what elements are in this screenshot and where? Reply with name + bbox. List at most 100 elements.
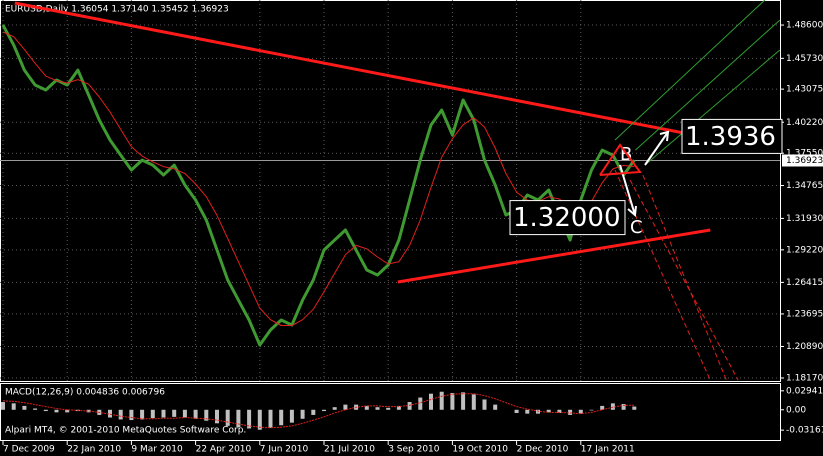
macd-bar [236, 409, 241, 428]
macd-bar [632, 406, 637, 410]
trendline [14, 1, 746, 147]
macd-bar [600, 405, 605, 410]
x-tick-label: 22 Apr 2010 [196, 445, 252, 455]
trendline [635, 19, 781, 151]
macd-bar [65, 409, 70, 413]
y-tick-label: 1.26415 [786, 278, 823, 288]
macd-bar [407, 402, 412, 410]
macd-bar [182, 409, 187, 418]
trendline [614, 0, 766, 141]
macd-bar [386, 407, 391, 410]
macd-bar [621, 403, 626, 410]
y-tick-label: 0.00 [786, 405, 806, 415]
macd-bar [418, 397, 423, 410]
y-tick-label: 1.34765 [786, 181, 823, 191]
x-tick-label: 9 Mar 2010 [131, 445, 183, 455]
macd-bar [471, 394, 476, 410]
macd-bar [215, 409, 219, 424]
trendline [644, 49, 781, 166]
macd-bar [568, 409, 573, 415]
arrows [599, 130, 670, 217]
arrow-head [659, 130, 670, 142]
macd-bar [375, 407, 380, 410]
macd-bar [429, 393, 433, 410]
current-price-label: 1.36923 [786, 156, 823, 166]
macd-bar [1, 402, 5, 410]
macd-bar [193, 409, 198, 419]
pattern-triangle [599, 143, 642, 176]
macd-bar [578, 409, 583, 414]
macd-bar [161, 409, 166, 418]
macd-bar [300, 409, 305, 419]
y-tick-label: 1.45730 [786, 54, 823, 64]
macd-panel-frame [0, 383, 781, 441]
macd-bar [172, 409, 177, 417]
arrow-head [627, 205, 637, 217]
trendline [629, 179, 739, 381]
y-tick-label: 1.40220 [786, 118, 823, 128]
footer: Alpari MT4, © 2001-2010 MetaQuotes Softw… [5, 426, 246, 436]
macd-bar [129, 409, 134, 421]
macd-bar [536, 409, 540, 414]
level-label-box [509, 200, 626, 236]
trendline [642, 174, 727, 381]
macd-bar [22, 405, 27, 410]
macd-bar [322, 409, 326, 412]
current-price-box [782, 154, 823, 167]
y-tick-label: 1.31930 [786, 214, 823, 224]
macd-bar [461, 392, 466, 410]
y-tick-label: 1.23695 [786, 309, 823, 319]
macd-bar [610, 403, 615, 410]
macd-bar [150, 409, 155, 419]
x-tick-label: 7 Jun 2010 [260, 445, 309, 455]
macd-bar [332, 407, 337, 410]
x-tick-label: 2 Dec 2010 [517, 445, 569, 455]
level-label: 1.3936 [685, 122, 776, 152]
level-label-box [681, 118, 783, 154]
macd-bar [439, 391, 444, 410]
series-line [1, 24, 636, 347]
macd-bar [514, 409, 519, 413]
macd-bar [86, 409, 91, 413]
macd-bar [268, 409, 273, 428]
macd-bar [289, 409, 294, 423]
trendline [397, 228, 711, 284]
arrow [644, 131, 669, 166]
macd-bar [364, 405, 369, 410]
chart-title: EURUSD,Daily 1.36054 1.37140 1.35452 1.3… [5, 5, 229, 15]
macd-bar [396, 405, 401, 410]
macd-bar [247, 409, 252, 429]
macd-bar [546, 409, 551, 413]
macd-bar [482, 399, 487, 410]
y-tick-label: 1.29220 [786, 245, 823, 255]
y-tick-label: 1.43075 [786, 85, 823, 95]
y-tick-label: 0.02941 [786, 386, 823, 396]
point-label: C [630, 217, 643, 238]
macd-bar [343, 404, 348, 410]
macd-bar [557, 409, 562, 413]
macd-bar [493, 404, 498, 410]
macd-bar [54, 409, 59, 413]
y-tick-label: -0.03161 [786, 426, 823, 436]
macd-bar [33, 408, 38, 410]
x-tick-label: 17 Jan 2011 [581, 445, 635, 455]
macd-bar [279, 409, 284, 426]
macd-bar [589, 409, 594, 411]
x-tick-label: 19 Oct 2010 [452, 445, 508, 455]
x-tick-label: 7 Dec 2009 [3, 445, 55, 455]
macd-bar [311, 409, 316, 415]
y-tick-label: 1.37550 [786, 149, 823, 159]
y-tick-label: 1.48600 [786, 21, 823, 31]
macd-bar [118, 409, 123, 420]
signal-line [2, 393, 635, 429]
macd-bar [450, 393, 455, 410]
macd-bar [43, 409, 48, 412]
macd-bar [525, 409, 530, 414]
macd-bar [11, 403, 16, 410]
x-tick-label: 21 Jul 2010 [324, 445, 375, 455]
x-tick-label: 22 Jan 2010 [67, 445, 121, 455]
macd-bar [225, 409, 230, 426]
macd-bar [204, 409, 209, 421]
